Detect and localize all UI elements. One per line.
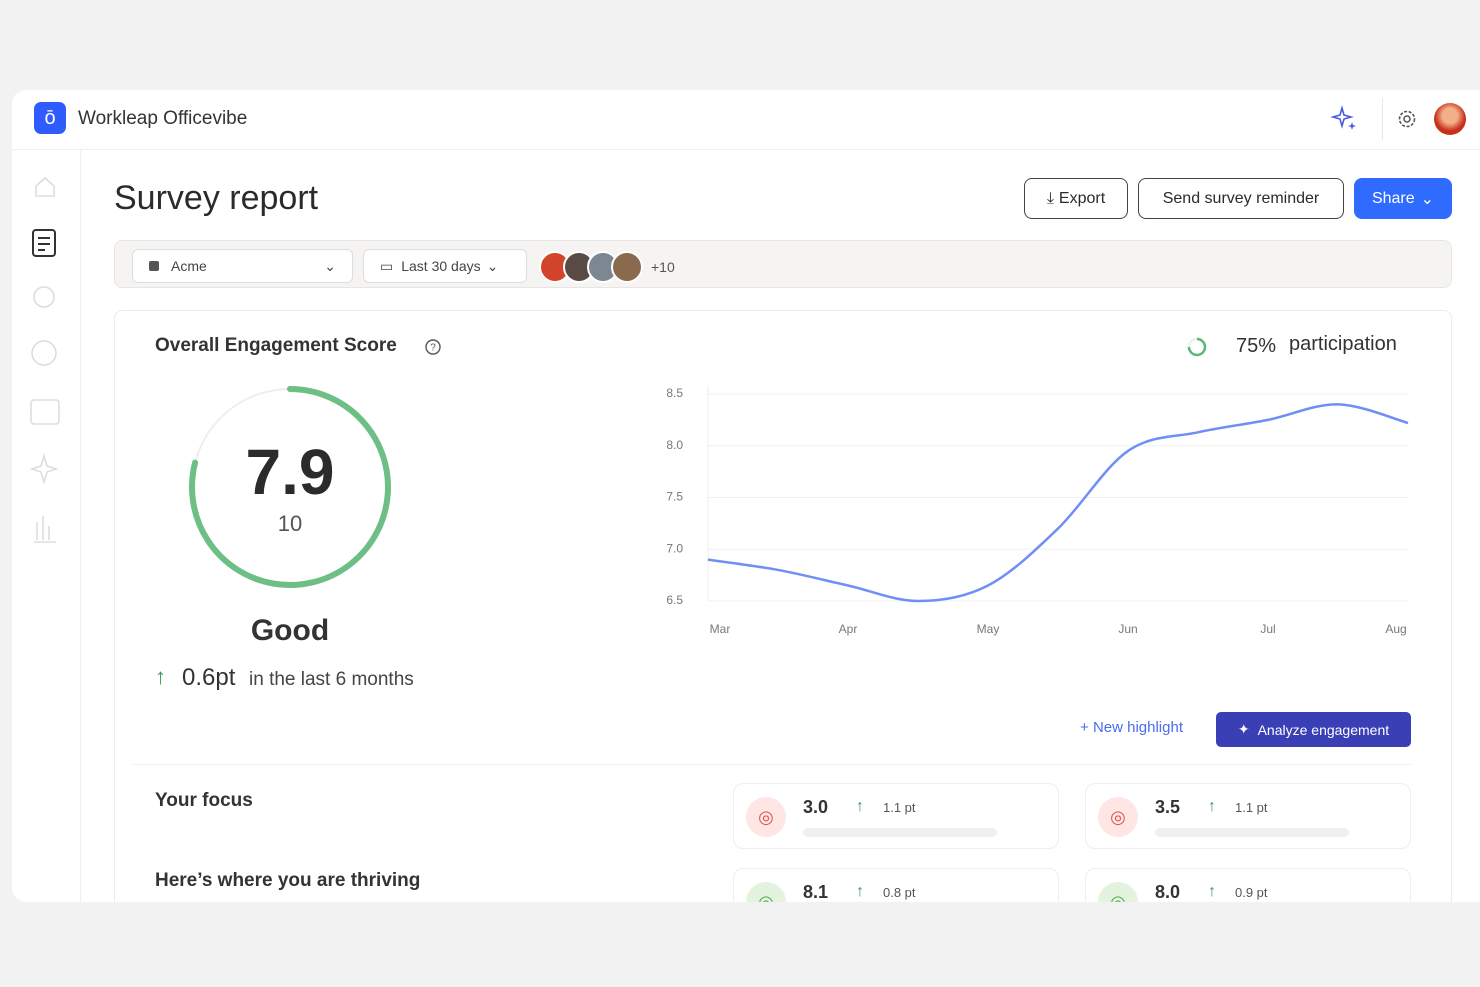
- svg-text:?: ?: [430, 343, 436, 354]
- score-card[interactable]: ◎ 3.5 ↑ 1.1 pt: [1085, 783, 1411, 849]
- card-score: 3.5: [1155, 797, 1181, 817]
- help-icon[interactable]: ?: [424, 338, 442, 356]
- ai-icon[interactable]: [1330, 104, 1360, 134]
- card-icon: ◎: [746, 797, 786, 837]
- button-label: Share: [1371, 189, 1415, 207]
- card-arrow: ↑: [856, 883, 864, 900]
- section-title: Here’s where you are thriving: [155, 870, 421, 891]
- score-max: 10: [277, 511, 303, 536]
- settings-icon[interactable]: [1396, 108, 1418, 130]
- nav-search[interactable]: [33, 286, 55, 308]
- score-card[interactable]: ◎ 8.0 ↑ 0.9 pt: [1085, 868, 1411, 902]
- divider: [1382, 98, 1383, 140]
- score-value: 7.9: [245, 436, 335, 508]
- sidebar: [12, 150, 81, 902]
- card-arrow: ↑: [1208, 883, 1216, 900]
- score-rating: Good: [250, 614, 330, 647]
- participation-value: 75%: [1236, 335, 1277, 357]
- card-change: 0.8 pt: [883, 885, 916, 900]
- score-card[interactable]: ◎ 8.1 ↑ 0.8 pt: [733, 868, 1059, 902]
- nav-ai[interactable]: [29, 453, 59, 485]
- change-period: in the last 6 months: [249, 669, 414, 690]
- card-arrow: ↑: [856, 798, 864, 815]
- card-icon: ◎: [746, 882, 786, 902]
- card-progress-track: [803, 828, 997, 837]
- select-label: Acme: [171, 258, 207, 274]
- export-button[interactable]: ⤓ Export: [1024, 178, 1128, 219]
- score-card[interactable]: ◎ 3.0 ↑ 1.1 pt: [733, 783, 1059, 849]
- card-icon: ◎: [1098, 882, 1138, 902]
- card-change: 0.9 pt: [1235, 885, 1268, 900]
- card-progress-track: [1155, 828, 1349, 837]
- organization-select[interactable]: Acme ⌄: [132, 249, 353, 283]
- nav-one-on-one[interactable]: [30, 399, 60, 425]
- more-members: +10: [651, 259, 675, 275]
- button-label: Analyze engagement: [1257, 721, 1390, 738]
- new-highlight-link[interactable]: + New highlight: [1080, 719, 1183, 736]
- divider: [133, 764, 1411, 765]
- section-title: Your focus: [155, 790, 253, 811]
- nav-reports[interactable]: [34, 516, 56, 543]
- top-bar: ō Workleap Officevibe: [12, 90, 1480, 150]
- card-icon: ◎: [1098, 797, 1138, 837]
- trend-arrow: ↑: [155, 664, 166, 689]
- score-change: 0.6pt: [182, 664, 236, 691]
- app-window: ō Workleap Officevibe Survey report ⤓ Exp…: [12, 90, 1480, 902]
- member-avatars[interactable]: [539, 251, 649, 283]
- nav-home[interactable]: [35, 176, 55, 197]
- select-label: Last 30 days: [401, 258, 481, 274]
- share-button[interactable]: Share ⌄: [1354, 178, 1452, 219]
- app-name: Workleap Officevibe: [78, 108, 248, 129]
- card-title: Overall Engagement Score: [155, 335, 397, 356]
- app-logo[interactable]: ō: [34, 102, 66, 134]
- period-select[interactable]: ▭ Last 30 days ⌄: [363, 249, 527, 283]
- nav-goals[interactable]: [31, 340, 57, 366]
- page-title: Survey report: [114, 179, 319, 217]
- button-label: Export: [1058, 189, 1106, 207]
- card-change: 1.1 pt: [1235, 800, 1268, 815]
- card-score: 3.0: [803, 797, 829, 817]
- button-label: Send survey reminder: [1162, 189, 1320, 207]
- card-change: 1.1 pt: [883, 800, 916, 815]
- engagement-card: [114, 310, 1452, 902]
- card-score: 8.0: [1155, 882, 1181, 902]
- user-avatar[interactable]: [1434, 103, 1466, 135]
- analyze-button[interactable]: ✦ Analyze engagement: [1216, 712, 1411, 747]
- nav-surveys[interactable]: [32, 229, 56, 257]
- nav-icons: [29, 176, 60, 543]
- card-arrow: ↑: [1208, 798, 1216, 815]
- link-label: New highlight: [1092, 719, 1183, 736]
- participation-text: participation: [1289, 333, 1397, 355]
- reminder-button[interactable]: Send survey reminder: [1138, 178, 1344, 219]
- filter-bar: Acme ⌄ ▭ Last 30 days ⌄ +10: [114, 240, 1452, 288]
- card-score: 8.1: [803, 882, 829, 902]
